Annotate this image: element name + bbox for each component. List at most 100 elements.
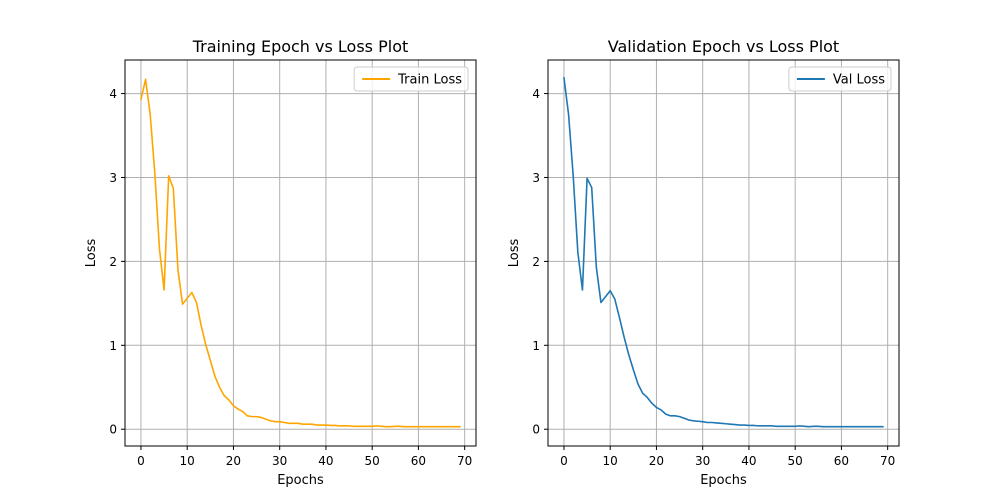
data-point xyxy=(219,386,221,388)
data-point xyxy=(628,354,630,356)
data-point xyxy=(762,425,764,427)
data-point xyxy=(182,303,184,305)
data-point xyxy=(408,426,410,428)
data-point xyxy=(311,423,313,425)
data-point xyxy=(563,77,565,79)
ticks: 0 10 20 30 40 50 60 70 0 1 2 3 4 xyxy=(532,87,895,468)
data-point xyxy=(371,425,373,427)
data-point xyxy=(339,425,341,427)
data-point xyxy=(744,424,746,426)
data-point xyxy=(422,426,424,428)
y-tick-label: 4 xyxy=(532,87,540,101)
plot-area xyxy=(125,60,476,446)
x-tick-label: 10 xyxy=(603,454,618,468)
series-layer xyxy=(140,78,461,428)
data-point xyxy=(776,425,778,427)
x-tick-label: 40 xyxy=(741,454,756,468)
data-point xyxy=(321,424,323,426)
data-point xyxy=(214,376,216,378)
data-point xyxy=(284,422,286,424)
x-tick-label: 70 xyxy=(880,454,895,468)
y-tick-label: 1 xyxy=(109,339,117,353)
ticks: 0 10 20 30 40 50 60 70 0 1 2 3 4 xyxy=(109,87,472,468)
data-point xyxy=(572,175,574,177)
data-point xyxy=(274,421,276,423)
data-point xyxy=(623,336,625,338)
data-point xyxy=(459,426,461,428)
data-point xyxy=(251,416,253,418)
data-point xyxy=(790,425,792,427)
data-point xyxy=(450,426,452,428)
data-point xyxy=(279,421,281,423)
data-point xyxy=(781,425,783,427)
series-line xyxy=(563,76,884,428)
data-point xyxy=(316,424,318,426)
data-point xyxy=(679,416,681,418)
data-point xyxy=(256,416,258,418)
data-point xyxy=(748,425,750,427)
data-point xyxy=(642,392,644,394)
data-point xyxy=(656,407,658,409)
data-point xyxy=(702,421,704,423)
data-point xyxy=(168,175,170,177)
axes-frame xyxy=(547,59,900,447)
data-point xyxy=(288,423,290,425)
data-point xyxy=(688,419,690,421)
y-tick-label: 4 xyxy=(109,87,117,101)
data-point xyxy=(637,383,639,385)
x-axis-label: Epochs xyxy=(700,473,747,488)
data-point xyxy=(651,402,653,404)
data-point xyxy=(577,251,579,253)
data-point xyxy=(376,425,378,427)
data-point xyxy=(242,411,244,413)
data-point xyxy=(247,415,249,417)
data-point xyxy=(873,426,875,428)
data-point xyxy=(293,423,295,425)
data-point xyxy=(154,172,156,174)
data-point xyxy=(233,405,235,407)
plot-area xyxy=(548,60,899,446)
chart-title: Validation Epoch vs Loss Plot xyxy=(608,37,839,56)
data-point xyxy=(693,420,695,422)
data-point xyxy=(683,418,685,420)
data-point xyxy=(399,425,401,427)
data-point xyxy=(228,399,230,401)
x-tick-label: 60 xyxy=(411,454,426,468)
data-point xyxy=(307,423,309,425)
data-point xyxy=(864,426,866,428)
data-point xyxy=(223,395,225,397)
data-point xyxy=(785,425,787,427)
data-point xyxy=(804,425,806,427)
legend: Train Loss xyxy=(353,66,469,92)
data-point xyxy=(149,114,151,116)
data-point xyxy=(850,426,852,428)
data-point xyxy=(210,360,212,362)
data-point xyxy=(358,425,360,427)
data-point xyxy=(614,298,616,300)
data-point xyxy=(716,422,718,424)
data-point xyxy=(441,426,443,428)
y-tick-label: 0 xyxy=(109,423,117,437)
y-tick-label: 0 xyxy=(532,423,540,437)
data-point xyxy=(757,425,759,427)
legend: Val Loss xyxy=(788,66,892,92)
x-tick-label: 0 xyxy=(137,454,145,468)
validation-loss-chart: 0 10 20 30 40 50 60 70 0 1 2 3 4 Validation Epoch vs… xyxy=(507,37,900,488)
data-point xyxy=(878,426,880,428)
data-point xyxy=(362,425,364,427)
data-point xyxy=(367,425,369,427)
data-point xyxy=(427,426,429,428)
data-point xyxy=(818,425,820,427)
data-point xyxy=(270,420,272,422)
data-point xyxy=(665,413,667,415)
x-tick-label: 30 xyxy=(695,454,710,468)
y-tick-label: 1 xyxy=(532,339,540,353)
data-point xyxy=(841,426,843,428)
data-point xyxy=(633,369,635,371)
data-point xyxy=(353,425,355,427)
data-point xyxy=(344,425,346,427)
x-tick-label: 30 xyxy=(272,454,287,468)
data-point xyxy=(325,424,327,426)
training-loss-chart: 0 10 20 30 40 50 60 70 0 1 2 3 4 Training Epoch vs L… xyxy=(84,37,477,488)
axes-frame xyxy=(124,59,477,447)
